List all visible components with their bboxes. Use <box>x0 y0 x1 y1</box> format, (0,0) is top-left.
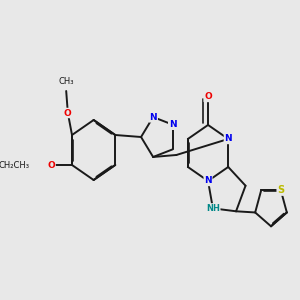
Text: N: N <box>149 112 157 122</box>
Text: N: N <box>149 112 157 122</box>
Text: O: O <box>64 109 72 118</box>
Text: NH: NH <box>206 204 220 213</box>
Text: CH₂CH₃: CH₂CH₃ <box>0 160 30 169</box>
Text: CH₃: CH₃ <box>58 77 74 86</box>
Text: S: S <box>277 185 284 195</box>
Text: N: N <box>224 134 232 143</box>
Text: O: O <box>47 160 55 169</box>
Text: N: N <box>204 176 212 185</box>
Text: O: O <box>169 120 176 129</box>
Text: N: N <box>169 120 176 129</box>
Text: O: O <box>204 92 212 101</box>
Text: N: N <box>149 112 157 122</box>
Text: N: N <box>169 120 176 129</box>
